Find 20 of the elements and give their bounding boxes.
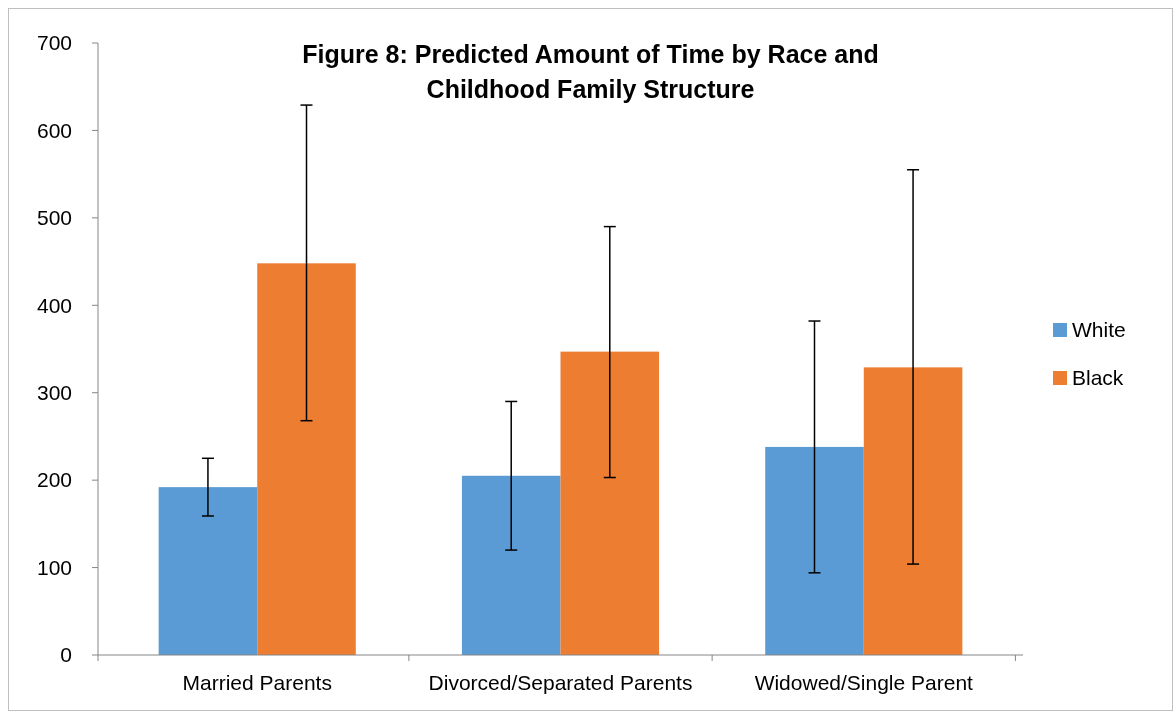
y-tick-label: 0 <box>60 643 72 667</box>
bar <box>158 487 258 655</box>
bar <box>765 446 864 655</box>
y-tick-label: 200 <box>36 468 72 492</box>
x-tick-label: Widowed/Single Parent <box>754 671 974 694</box>
bar <box>560 351 660 655</box>
legend-label: White <box>1072 318 1126 342</box>
y-tick-label: 600 <box>36 118 72 142</box>
bar <box>863 367 963 655</box>
legend-label: Black <box>1072 366 1124 390</box>
bar <box>257 263 356 655</box>
x-tick-label: Divorced/Separated Parents <box>428 671 693 694</box>
y-tick-label: 100 <box>36 555 72 579</box>
text: Figure 8: Predicted Amount of Time by Race and Childhood Family Structure <box>302 40 879 103</box>
y-tick-label: 300 <box>36 381 72 405</box>
y-tick-label: 400 <box>36 293 72 317</box>
y-tick-label: 700 <box>36 31 72 55</box>
bar <box>461 475 561 655</box>
x-tick-label: Married Parents <box>182 671 332 694</box>
y-tick-label: 500 <box>36 206 72 230</box>
